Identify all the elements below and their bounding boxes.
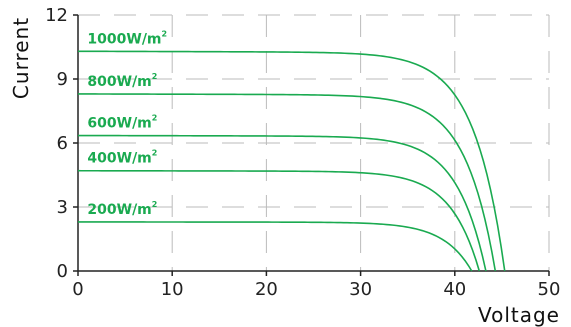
series-line <box>77 50 506 272</box>
series-label: 800W/m2 <box>87 72 157 90</box>
series-line <box>77 93 497 272</box>
grid <box>78 14 550 271</box>
x-tick-label: 20 <box>255 279 278 300</box>
curves <box>77 50 506 272</box>
y-tick-label: 3 <box>57 197 68 218</box>
x-tick-label: 50 <box>538 279 561 300</box>
y-axis-title: Current <box>9 17 33 99</box>
y-tick-label: 0 <box>57 261 68 282</box>
series-line <box>77 221 473 272</box>
series-label: 400W/m2 <box>87 149 157 167</box>
y-tick-label: 6 <box>57 133 68 154</box>
x-tick-label: 10 <box>161 279 184 300</box>
series-label: 200W/m2 <box>87 200 157 218</box>
curve-labels: 1000W/m2 800W/m2 600W/m2 400W/m2 200W/m2 <box>87 29 167 218</box>
series-line <box>77 169 481 272</box>
y-tick-label: 12 <box>45 5 68 26</box>
tick-labels: 0 3 6 9 12 0 10 20 30 40 50 <box>45 5 560 300</box>
x-tick-label: 40 <box>443 279 466 300</box>
x-tick-label: 0 <box>72 279 83 300</box>
series-label: 600W/m2 <box>87 114 157 132</box>
series-line <box>77 134 487 272</box>
y-tick-label: 9 <box>57 69 68 90</box>
axes <box>73 14 550 276</box>
series-label: 1000W/m2 <box>87 29 167 47</box>
x-axis-title: Voltage <box>478 303 560 327</box>
x-tick-label: 30 <box>349 279 372 300</box>
